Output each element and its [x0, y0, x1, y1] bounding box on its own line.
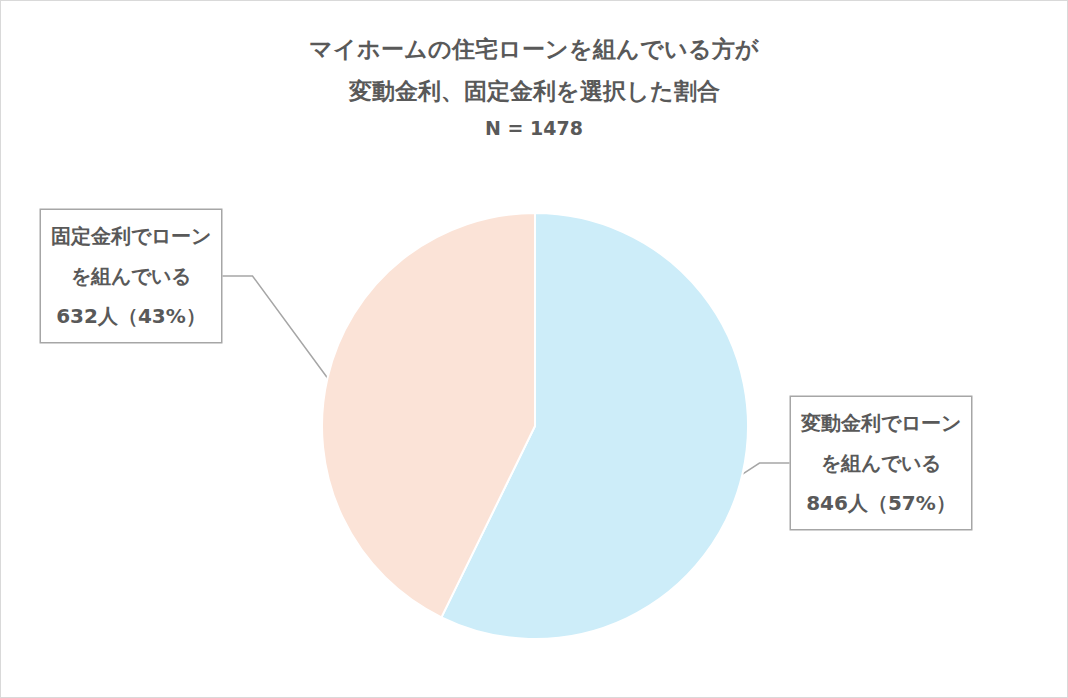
svg-text:を組んでいる: を組んでいる: [821, 451, 941, 475]
svg-text:N = 1478: N = 1478: [485, 117, 583, 139]
svg-text:632人（43%）: 632人（43%）: [56, 304, 206, 328]
svg-text:マイホームの住宅ローンを組んでいる方が: マイホームの住宅ローンを組んでいる方が: [309, 36, 759, 62]
svg-text:変動金利でローン: 変動金利でローン: [800, 411, 961, 435]
svg-text:846人（57%）: 846人（57%）: [806, 491, 956, 515]
svg-text:固定金利でローン: 固定金利でローン: [51, 224, 211, 248]
svg-text:変動金利、固定金利を選択した割合: 変動金利、固定金利を選択した割合: [348, 78, 720, 104]
svg-text:を組んでいる: を組んでいる: [71, 264, 191, 288]
